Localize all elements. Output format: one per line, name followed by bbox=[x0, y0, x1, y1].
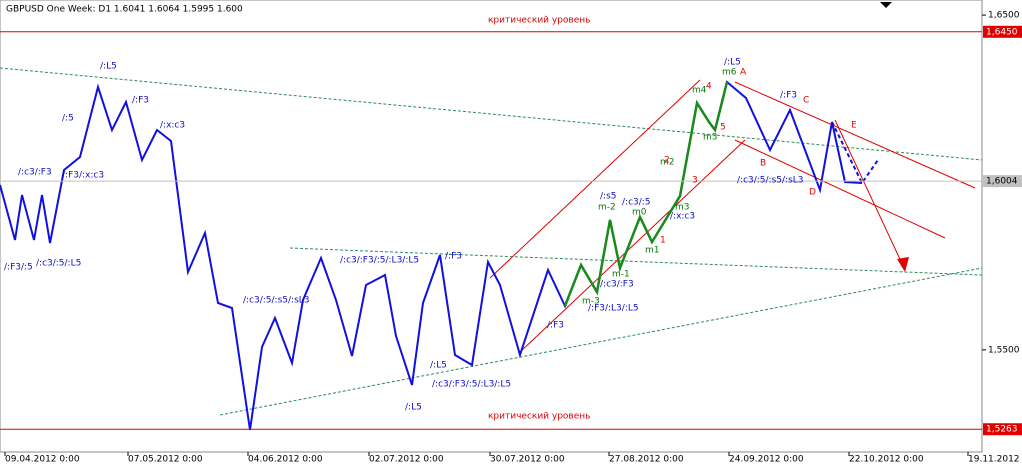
x-tick-label: 09.04.2012 0:00 bbox=[5, 455, 80, 465]
annotation: m2 bbox=[660, 158, 675, 168]
annotation: m-1 bbox=[612, 270, 630, 280]
x-tick-label: 19.11.2012 0 bbox=[968, 455, 1022, 465]
annotation: /:F3 bbox=[547, 321, 564, 331]
annotation: D bbox=[809, 188, 816, 198]
annotation: /:L5 bbox=[405, 403, 422, 413]
price-label-box bbox=[983, 423, 1022, 436]
annotation: /:c3/:5 bbox=[622, 198, 651, 208]
annotation: m1 bbox=[645, 246, 660, 256]
annotation: /:F3 bbox=[445, 252, 462, 262]
annotation: /:c3/:5/:s5/:sL3 bbox=[243, 296, 310, 306]
annotation: /:F3 bbox=[780, 91, 797, 101]
trend-lines bbox=[0, 67, 983, 416]
y-tick-label: 1,6500 bbox=[988, 11, 1020, 21]
annotation: /:c3/:5/:s5/:sL3 bbox=[737, 176, 804, 186]
annotation: m6 bbox=[722, 68, 737, 78]
plot-frame bbox=[0, 0, 983, 453]
x-tick-label: 07.05.2012 0:00 bbox=[128, 455, 203, 465]
x-tick-label: 02.07.2012 0:00 bbox=[369, 455, 444, 465]
annotation: m-3 bbox=[582, 297, 600, 307]
annotation: /:L5 bbox=[100, 62, 117, 72]
annotation: /:x:c3 bbox=[670, 212, 695, 222]
annotation: /:F3/:L3/:L5 bbox=[588, 304, 639, 314]
price-label: 1,5263 bbox=[986, 425, 1018, 435]
annotation: /:F3 bbox=[132, 96, 149, 106]
annotation: m4 bbox=[692, 86, 707, 96]
annotation: A bbox=[740, 68, 747, 78]
price-label: 1,6450 bbox=[986, 27, 1018, 37]
annotation: /:L5 bbox=[430, 361, 447, 371]
price-label-box bbox=[983, 25, 1022, 38]
annotation: m0 bbox=[632, 208, 647, 218]
annotation: /:s5 bbox=[600, 192, 616, 202]
shift-marker bbox=[880, 2, 892, 8]
annotation: /:c3/:F3 bbox=[18, 168, 52, 178]
annotation: C bbox=[803, 96, 809, 106]
annotation: /:F3/:x:c3 bbox=[62, 171, 104, 181]
annotation: m3 bbox=[675, 203, 690, 213]
zigzag-projection bbox=[831, 121, 879, 185]
inner-wave bbox=[563, 81, 729, 307]
annotation: /:c3/:5/:L5 bbox=[36, 259, 81, 269]
annotation: B bbox=[760, 159, 766, 169]
price-label: 1,6004 bbox=[986, 177, 1018, 187]
annotation: /:L5 bbox=[724, 58, 741, 68]
price-label-box bbox=[983, 175, 1022, 188]
annotation: 4 bbox=[706, 82, 712, 92]
annotation: 5 bbox=[720, 123, 726, 133]
annotation: /:c3/:F3 bbox=[600, 280, 634, 290]
annotation: критический уровень bbox=[488, 412, 590, 422]
x-tick-label: 24.09.2012 0:00 bbox=[729, 455, 804, 465]
annotation: 3 bbox=[692, 176, 698, 186]
annotation: 2 bbox=[664, 156, 670, 166]
annotation: критический уровень bbox=[488, 16, 590, 26]
annotation: /:c3/:F3/:5/:L3/:L5 bbox=[432, 380, 511, 390]
x-tick-label: 27.08.2012 0:00 bbox=[609, 455, 684, 465]
annotation: /:x:c3 bbox=[160, 121, 185, 131]
y-tick-label: 1,5500 bbox=[988, 345, 1020, 355]
x-tick-label: 04.06.2012 0:00 bbox=[248, 455, 323, 465]
annotation: m3 bbox=[703, 133, 718, 143]
annotation: m-2 bbox=[598, 203, 616, 213]
annotation: E bbox=[851, 121, 857, 131]
annotation: /:c3/:F3/:5/:L3/:L5 bbox=[340, 256, 419, 266]
annotation: /:F3/:5 bbox=[4, 263, 33, 273]
chart-title: GBPUSD One Week: D1 1.6041 1.6064 1.5995… bbox=[6, 5, 243, 15]
x-tick-label: 22.10.2012 0:00 bbox=[849, 455, 924, 465]
x-tick-label: 30.07.2012 0:00 bbox=[490, 455, 565, 465]
annotation: 1 bbox=[660, 236, 666, 246]
annotation: /:5 bbox=[62, 114, 74, 124]
